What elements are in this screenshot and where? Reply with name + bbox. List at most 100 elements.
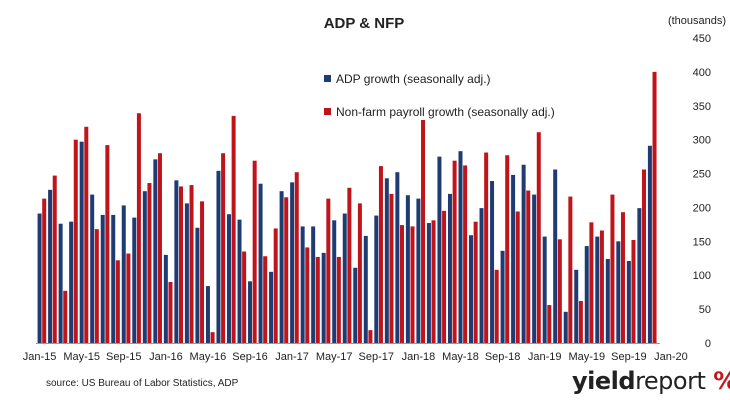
adp-bar-44 [500,250,505,343]
adp-bar-41 [469,235,474,343]
nfp-bar-40 [463,165,468,343]
logo-percent-icon: % [713,367,730,395]
adp-bar-16 [205,286,210,343]
nfp-bar-1 [52,175,57,343]
adp-bar-18 [226,214,231,343]
nfp-bar-22 [273,228,278,343]
x-tick-label-may-19: May-19 [568,351,605,363]
adp-bar-28 [332,220,337,343]
adp-bar-52 [584,246,589,343]
y-tick-label-250: 250 [693,169,711,181]
adp-bar-56 [626,260,631,343]
nfp-bar-2 [63,290,68,343]
y-tick-label-300: 300 [693,135,711,147]
nfp-bar-49 [557,239,562,343]
adp-bar-22 [269,271,274,343]
adp-bar-54 [605,258,610,343]
adp-bar-17 [216,170,221,343]
nfp-bar-39 [452,160,457,343]
logo-part-yield: yield [572,367,636,395]
adp-bar-48 [542,236,547,343]
adp-bar-58 [647,145,652,343]
nfp-bar-42 [484,152,489,343]
adp-bar-20 [248,281,253,343]
y-tick-label-450: 450 [693,33,711,45]
adp-bar-31 [363,235,368,343]
x-tick-label-may-18: May-18 [442,351,479,363]
y-tick-label-350: 350 [693,101,711,113]
nfp-bar-18 [231,115,236,343]
nfp-bar-51 [578,300,583,343]
nfp-bar-33 [389,193,394,343]
nfp-bar-31 [368,330,373,343]
legend-swatch-1 [324,108,331,115]
legend: ADP growth (seasonally adj.) Non-farm pay… [324,72,555,119]
nfp-bar-29 [347,187,352,343]
adp-bar-33 [384,178,389,343]
x-tick-label-jan-19: Jan-19 [528,351,562,363]
x-tick-label-sep-17: Sep-17 [359,351,394,363]
nfp-bar-9 [136,113,141,343]
nfp-bar-58 [652,71,657,343]
y-tick-label-150: 150 [693,236,711,248]
nfp-bar-28 [336,256,341,343]
adp-bar-26 [311,226,316,343]
nfp-bar-13 [179,186,183,343]
adp-bar-7 [111,214,116,343]
nfp-bar-8 [126,253,131,343]
adp-bar-29 [342,213,347,343]
nfp-bar-0 [42,198,47,343]
adp-bar-45 [511,174,516,343]
x-tick-label-jan-15: Jan-15 [23,351,57,363]
nfp-bar-55 [620,212,625,343]
adp-bar-38 [437,156,442,343]
bars-layer [37,71,657,343]
nfp-bar-47 [536,132,541,343]
adp-bar-32 [374,215,379,343]
nfp-bar-12 [168,282,173,343]
adp-bar-36 [416,198,421,343]
adp-bar-9 [132,217,137,343]
nfp-bar-21 [263,256,268,343]
nfp-bar-23 [284,197,289,343]
x-tick-label-jan-17: Jan-17 [275,351,309,363]
legend-label-1: Non-farm payroll growth (seasonally adj.… [336,105,555,119]
adp-bar-11 [153,159,158,343]
nfp-bar-19 [242,251,247,343]
nfp-bar-36 [421,120,426,343]
adp-bar-40 [458,151,463,343]
nfp-bar-52 [589,222,594,343]
adp-bar-23 [279,191,284,343]
nfp-bar-7 [115,260,120,343]
adp-bar-46 [521,164,526,343]
adp-bar-49 [553,169,558,343]
x-tick-label-jan-16: Jan-16 [149,351,183,363]
nfp-bar-38 [442,210,447,343]
adp-bar-13 [174,180,179,343]
nfp-bar-6 [105,145,110,343]
nfp-bar-27 [326,198,331,343]
nfp-bar-20 [252,160,257,343]
yieldreport-logo: yieldreport % [572,367,730,395]
adp-bar-21 [258,183,263,343]
adp-bar-35 [405,195,410,343]
y-tick-label-100: 100 [693,270,711,282]
nfp-bar-45 [515,211,520,343]
y-tick-label-50: 50 [699,304,711,316]
nfp-bar-10 [147,183,152,343]
adp-bar-57 [637,208,642,343]
x-tick-label-jan-18: Jan-18 [402,351,436,363]
adp-bar-12 [163,254,168,343]
nfp-bar-48 [547,305,552,343]
x-tick-label-sep-16: Sep-16 [232,351,267,363]
y-tick-label-0: 0 [705,338,711,350]
logo-part-report: report [635,367,706,395]
nfp-bar-15 [200,201,205,343]
nfp-bar-16 [210,332,215,343]
nfp-bar-53 [599,230,604,343]
adp-bar-43 [490,181,495,343]
adp-bar-0 [37,213,42,343]
legend-swatch-0 [324,75,331,82]
adp-bar-51 [574,269,579,343]
